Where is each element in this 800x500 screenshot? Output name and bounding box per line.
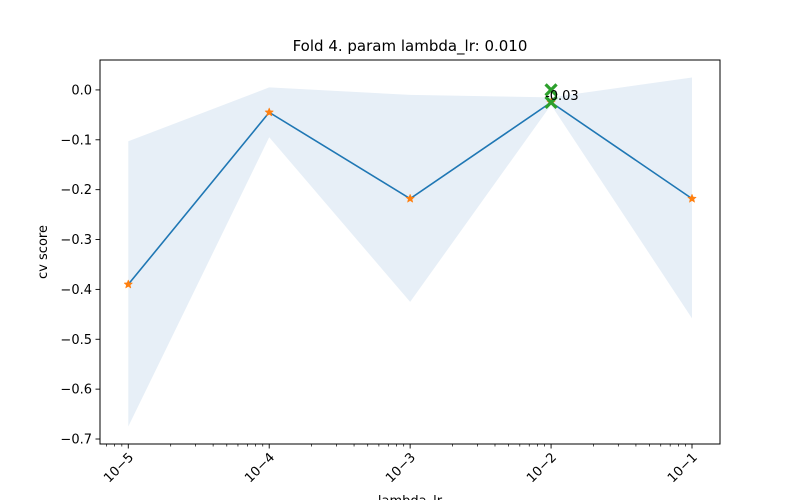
x-tick-label: 10−1	[665, 450, 701, 486]
x-tick-label: 10−2	[524, 450, 560, 486]
x-axis-label: lambda_lr	[378, 494, 443, 500]
y-tick-label: 0.0	[71, 83, 92, 98]
data-point-marker	[123, 279, 134, 289]
y-ticks: 0.0 −0.1 −0.2 −0.3 −0.4 −0.5 −0.6 −0.7	[60, 83, 100, 448]
x-tick-label: 10−3	[383, 450, 419, 486]
data-point-marker	[405, 193, 416, 203]
best-score-marker	[544, 83, 558, 97]
y-tick-label: −0.6	[60, 383, 92, 398]
series-marker-layer	[123, 97, 697, 289]
confidence-band-layer	[128, 77, 692, 427]
best-marker-layer: -0.03	[544, 83, 579, 110]
chart-title: Fold 4. param lambda_lr: 0.010	[293, 37, 528, 56]
best-score-marker	[544, 95, 558, 110]
x-tick-label: 10−4	[242, 450, 278, 486]
confidence-band	[128, 77, 692, 427]
y-tick-label: −0.4	[60, 283, 92, 298]
x-tick-label: 10−5	[101, 450, 137, 486]
best-score-label: -0.03	[545, 89, 579, 104]
x-ticks: 10−5 10−4 10−3 10−2 10−1	[101, 444, 701, 486]
y-tick-label: −0.1	[60, 133, 92, 148]
y-tick-label: −0.5	[60, 333, 92, 348]
data-point-marker	[687, 193, 697, 203]
y-tick-label: −0.3	[60, 233, 92, 248]
data-point-marker	[264, 107, 275, 117]
y-tick-label: −0.7	[60, 433, 92, 448]
y-axis-label: cv score	[36, 225, 51, 279]
y-tick-label: −0.2	[60, 183, 92, 198]
